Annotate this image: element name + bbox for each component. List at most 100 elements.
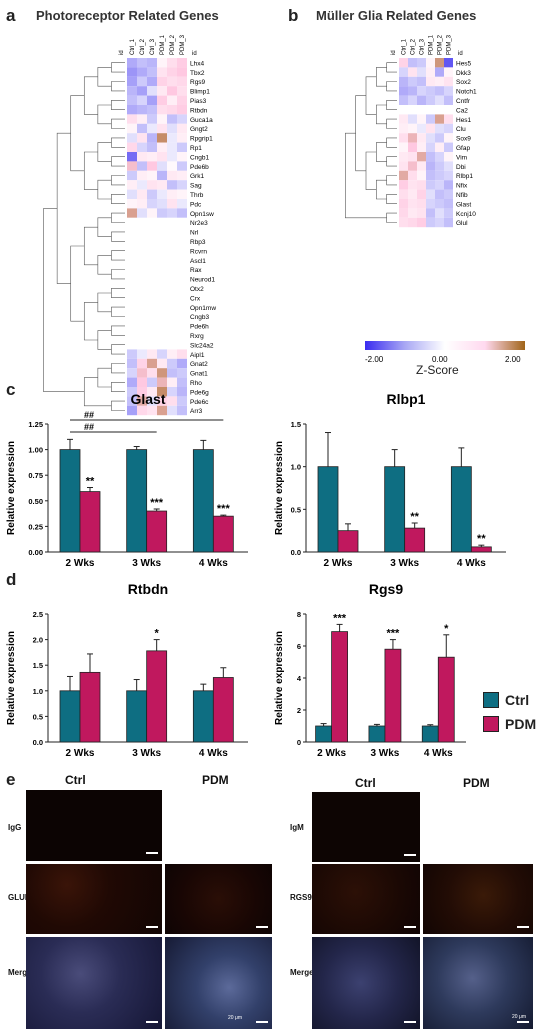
- heatmap-cell: [137, 387, 147, 397]
- heatmap-cell: [408, 133, 417, 143]
- heatmap-cell: [167, 114, 177, 124]
- heatmap-cell: [157, 330, 167, 340]
- micrograph-rgs9-pdm: [423, 864, 533, 934]
- dendrogram-branch: [111, 344, 125, 355]
- heatmap-cell: [127, 217, 137, 228]
- heatmap-cell: [167, 227, 177, 237]
- heatmap-cell: [177, 95, 187, 105]
- heatmap-cell: [408, 142, 417, 152]
- heatmap-cell: [127, 321, 137, 331]
- heatmap-cell: [435, 58, 444, 68]
- heatmap-cell: [426, 133, 435, 143]
- heatmap-cell: [408, 86, 417, 96]
- heatmap-cell: [157, 340, 167, 350]
- heatmap-cell: [147, 274, 157, 284]
- heatmap-cell: [137, 199, 147, 209]
- dendrogram-branch: [111, 363, 125, 374]
- heatmap-cell: [177, 67, 187, 77]
- bar-pdm: [79, 491, 101, 553]
- bar-pdm: [212, 677, 234, 743]
- heatmap-sample-label: PDM_1: [429, 34, 435, 55]
- heatmap-cell: [177, 161, 187, 171]
- heatmap-cell: [157, 67, 167, 77]
- legend-item-pdm: PDM: [483, 716, 536, 732]
- heatmap-cell: [167, 264, 177, 275]
- heatmap-cell: [147, 180, 157, 190]
- panel-b-label: b: [288, 6, 299, 25]
- heatmap-cell: [408, 199, 417, 209]
- heatmap-cell: [137, 86, 147, 96]
- dendrogram-branch: [386, 175, 397, 186]
- heatmap-cell: [127, 236, 137, 246]
- heatmap-cell: [435, 170, 444, 181]
- heatmap-cell: [435, 161, 444, 171]
- colorbar-title: Z-Score: [416, 363, 459, 377]
- heatmap-cell: [435, 152, 444, 162]
- heatmap-sample-label: Ctrl_3: [150, 38, 156, 55]
- heatmap-cell: [167, 123, 177, 134]
- dendrogram-branch: [83, 226, 98, 266]
- heatmap-gene-label: Guca1a: [190, 117, 213, 124]
- heatmap-cell: [127, 349, 137, 359]
- y-tick-label: 0.0: [33, 738, 43, 747]
- bar-ctrl: [450, 466, 472, 553]
- heatmap-cell: [408, 76, 417, 87]
- panel-a-title: Photoreceptor Related Genes: [36, 8, 219, 23]
- micrograph-merge-ctrl-right: [312, 937, 420, 1029]
- heatmap-cell: [137, 330, 147, 340]
- heatmap-gene-label: Rcvrn: [190, 248, 207, 255]
- heatmap-cell: [147, 67, 157, 77]
- bar-ctrl: [126, 449, 148, 553]
- heatmap-cell: [167, 105, 177, 115]
- x-tick-label: 4 Wks: [199, 558, 228, 569]
- heatmap-gene-label: Pde6b: [190, 164, 209, 171]
- right-col-ctrl: Ctrl: [355, 776, 376, 790]
- heatmap-cell: [426, 180, 435, 190]
- dendrogram-branch: [70, 95, 85, 172]
- heatmap-cell: [177, 152, 187, 162]
- heatmap-cell: [157, 152, 167, 162]
- heatmap-cell: [137, 377, 147, 387]
- heatmap-cell: [167, 349, 177, 359]
- heatmap-cell: [127, 123, 137, 134]
- x-tick-label: 4 Wks: [199, 748, 228, 759]
- heatmap-cell: [177, 377, 187, 387]
- heatmap-cell: [177, 86, 187, 96]
- heatmap-cell: [157, 387, 167, 397]
- dendrogram-branch: [345, 132, 387, 219]
- heatmap-cell: [408, 58, 417, 68]
- heatmap-id-label: id: [458, 51, 463, 57]
- heatmap-cell: [127, 396, 137, 406]
- heatmap-cell: [426, 86, 435, 96]
- chart-title: Glast: [130, 391, 165, 407]
- heatmap-cell: [137, 396, 147, 406]
- heatmap-cell: [137, 340, 147, 350]
- heatmap-cell: [147, 321, 157, 331]
- significance-marker: ***: [217, 503, 231, 515]
- dendrogram-branch: [111, 212, 125, 223]
- heatmap-cell: [177, 358, 187, 369]
- heatmap-gene-label: Rbp3: [190, 239, 206, 246]
- chart-rgs9: Rgs9 0 2 4 6 8 Relative expression 2 Wks 3 Wks 4 …: [274, 581, 466, 759]
- heatmap-cell: [177, 255, 187, 265]
- x-tick-label: 2 Wks: [324, 558, 353, 569]
- heatmap-cell: [127, 67, 137, 77]
- heatmap-cell: [177, 105, 187, 115]
- heatmap-cell: [177, 349, 187, 359]
- heatmap-cell: [426, 123, 435, 134]
- heatmap-cell: [167, 405, 177, 416]
- heatmap-cell: [408, 123, 417, 134]
- heatmap-cell: [137, 180, 147, 190]
- heatmap-cell: [167, 95, 177, 105]
- heatmap-cell: [157, 246, 167, 256]
- heatmap-cell: [147, 330, 157, 340]
- heatmap-cell: [417, 86, 426, 96]
- y-axis-label: Relative expression: [6, 631, 17, 725]
- y-tick-label: 1.00: [28, 446, 43, 455]
- legend-item-ctrl: Ctrl: [483, 692, 536, 708]
- dendrogram-branch: [97, 104, 112, 125]
- heatmap-cell: [177, 133, 187, 143]
- dendrogram-branch: [111, 100, 125, 110]
- significance-marker: *: [155, 628, 160, 640]
- heatmap-gene-label: Neurod1: [190, 277, 215, 284]
